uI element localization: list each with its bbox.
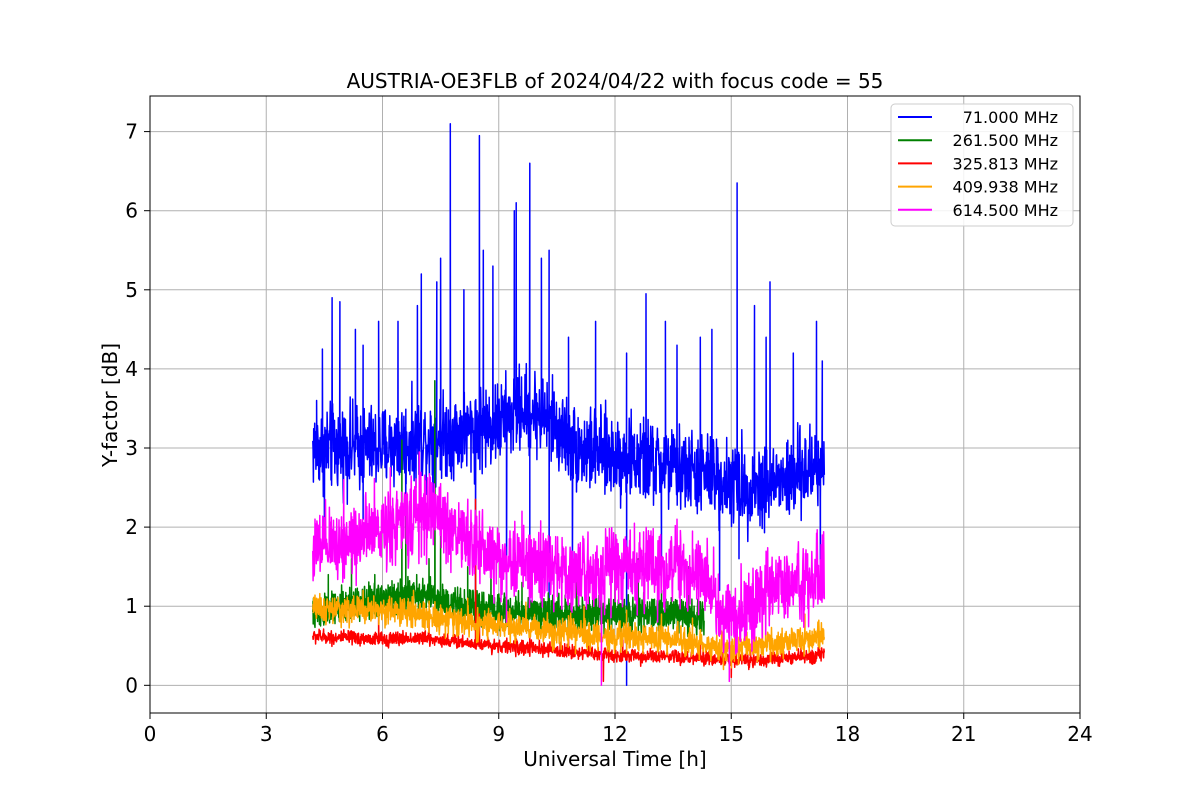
series-line [312, 451, 826, 687]
y-axis-ticks: 0 1 2 3 4 5 6 7 [125, 120, 150, 697]
y-tick-label: 3 [125, 436, 138, 460]
legend-entry: 71.000 MHz [963, 108, 1058, 127]
series-line [312, 380, 705, 638]
x-tick-label: 18 [835, 722, 860, 746]
legend-entry: 614.500 MHz [953, 201, 1058, 220]
legend-entry: 261.500 MHz [953, 131, 1058, 150]
series-line [312, 122, 826, 687]
legend-entry: 409.938 MHz [953, 178, 1058, 197]
x-tick-label: 9 [492, 722, 505, 746]
x-tick-label: 12 [602, 722, 627, 746]
y-tick-label: 7 [125, 120, 138, 144]
x-axis-ticks: 0 3 6 9 12 15 18 21 24 [144, 713, 1093, 746]
x-tick-label: 6 [376, 722, 389, 746]
legend: 71.000 MHz 261.500 MHz 325.813 MHz 409.938 … [890, 103, 1074, 227]
y-tick-label: 1 [125, 594, 138, 618]
y-tick-label: 2 [125, 515, 138, 539]
x-tick-label: 0 [144, 722, 157, 746]
y-tick-label: 6 [125, 199, 138, 223]
legend-entry: 325.813 MHz [953, 154, 1058, 173]
chart-title: AUSTRIA-OE3FLB of 2024/04/22 with focus … [347, 69, 884, 93]
x-axis-label: Universal Time [h] [523, 747, 706, 771]
series-layer [312, 122, 826, 687]
y-tick-label: 0 [125, 673, 138, 697]
x-tick-label: 24 [1067, 722, 1092, 746]
y-tick-label: 4 [125, 357, 138, 381]
legend-box [890, 103, 1074, 227]
y-tick-label: 5 [125, 278, 138, 302]
x-tick-label: 15 [719, 722, 744, 746]
x-tick-label: 3 [260, 722, 273, 746]
y-axis-label: Y-factor [dB] [98, 343, 122, 468]
x-tick-label: 21 [951, 722, 976, 746]
series-line [312, 589, 826, 671]
